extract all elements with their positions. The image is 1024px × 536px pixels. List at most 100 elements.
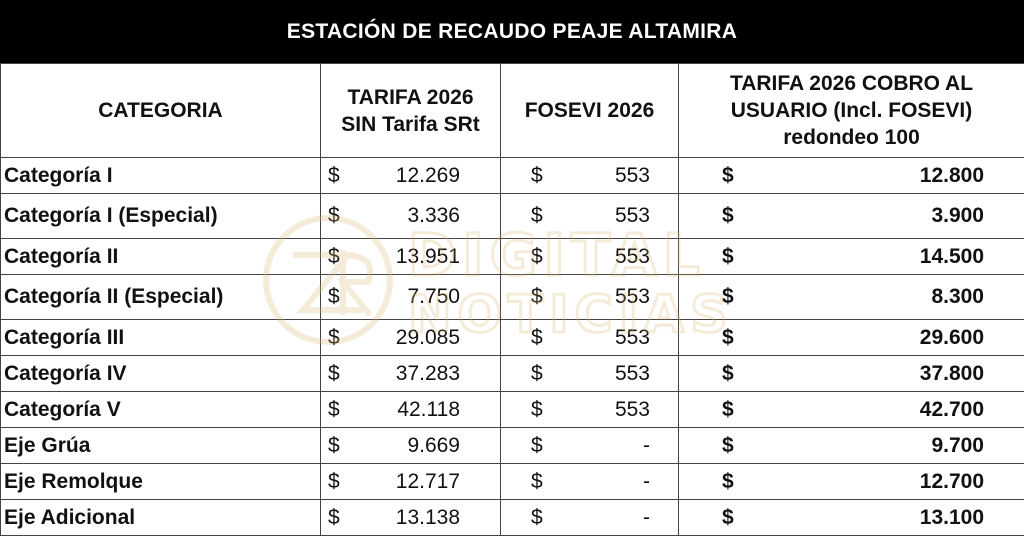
tarifa-cell: $13.138	[321, 500, 501, 536]
cobro-value: 37.800	[920, 362, 984, 386]
fosevi-cell: $553	[501, 158, 679, 194]
fosevi-cell: $553	[501, 320, 679, 356]
tarifa-cell: $9.669	[321, 428, 501, 464]
tarifa-cell: $12.717	[321, 464, 501, 500]
cobro-cell: $12.700	[679, 464, 1024, 500]
currency-symbol: $	[531, 470, 543, 494]
cobro-cell: $13.100	[679, 500, 1024, 536]
tarifa-cell: $42.118	[321, 392, 501, 428]
tarifa-cell: $12.269	[321, 158, 501, 194]
fosevi-value: 553	[615, 285, 650, 309]
tarifa-cell: $13.951	[321, 239, 501, 275]
currency-symbol: $	[531, 245, 543, 269]
fosevi-cell: $553	[501, 356, 679, 392]
fosevi-cell: $553	[501, 239, 679, 275]
currency-symbol: $	[722, 434, 734, 458]
cobro-value: 29.600	[920, 326, 984, 350]
cobro-value: 9.700	[931, 434, 984, 458]
categoria-cell: Categoría II (Especial)	[1, 275, 321, 320]
tarifa-value: 12.717	[396, 470, 460, 494]
fosevi-value: 553	[615, 326, 650, 350]
fosevi-value: 553	[615, 362, 650, 386]
currency-symbol: $	[328, 245, 340, 269]
currency-symbol: $	[531, 398, 543, 422]
currency-symbol: $	[328, 506, 340, 530]
fosevi-cell: $-	[501, 500, 679, 536]
cobro-cell: $9.700	[679, 428, 1024, 464]
header-categoria: CATEGORIA	[1, 64, 321, 158]
currency-symbol: $	[722, 164, 734, 188]
cobro-cell: $37.800	[679, 356, 1024, 392]
table-row: Categoría III$29.085$553$29.600	[1, 320, 1024, 356]
table-title: ESTACIÓN DE RECAUDO PEAJE ALTAMIRA	[0, 0, 1024, 63]
currency-symbol: $	[722, 245, 734, 269]
currency-symbol: $	[722, 204, 734, 228]
currency-symbol: $	[722, 362, 734, 386]
categoria-cell: Eje Grúa	[1, 428, 321, 464]
currency-symbol: $	[328, 434, 340, 458]
cobro-cell: $42.700	[679, 392, 1024, 428]
currency-symbol: $	[722, 326, 734, 350]
categoria-cell: Categoría I (Especial)	[1, 194, 321, 239]
cobro-value: 12.800	[920, 164, 984, 188]
currency-symbol: $	[531, 204, 543, 228]
currency-symbol: $	[531, 285, 543, 309]
cobro-cell: $3.900	[679, 194, 1024, 239]
tarifa-value: 13.951	[396, 245, 460, 269]
tarifa-value: 9.669	[407, 434, 460, 458]
cobro-value: 3.900	[931, 204, 984, 228]
currency-symbol: $	[722, 285, 734, 309]
fosevi-value: -	[643, 434, 650, 458]
fosevi-value: -	[643, 470, 650, 494]
tariff-table: CATEGORIA TARIFA 2026 SIN Tarifa SRt FOS…	[0, 63, 1024, 536]
table-row: Categoría V$42.118$553$42.700	[1, 392, 1024, 428]
tariff-table-document: ESTACIÓN DE RECAUDO PEAJE ALTAMIRA CATEG…	[0, 0, 1024, 524]
currency-symbol: $	[722, 470, 734, 494]
cobro-cell: $29.600	[679, 320, 1024, 356]
cobro-value: 13.100	[920, 506, 984, 530]
tarifa-value: 37.283	[396, 362, 460, 386]
fosevi-value: 553	[615, 204, 650, 228]
categoria-cell: Eje Adicional	[1, 500, 321, 536]
currency-symbol: $	[328, 398, 340, 422]
fosevi-value: -	[643, 506, 650, 530]
cobro-cell: $8.300	[679, 275, 1024, 320]
cobro-value: 12.700	[920, 470, 984, 494]
cobro-value: 42.700	[920, 398, 984, 422]
currency-symbol: $	[531, 326, 543, 350]
header-row: CATEGORIA TARIFA 2026 SIN Tarifa SRt FOS…	[1, 64, 1024, 158]
fosevi-value: 553	[615, 398, 650, 422]
currency-symbol: $	[531, 434, 543, 458]
table-row: Eje Remolque$12.717$-$12.700	[1, 464, 1024, 500]
tarifa-value: 3.336	[407, 204, 460, 228]
fosevi-cell: $553	[501, 392, 679, 428]
fosevi-cell: $-	[501, 464, 679, 500]
cobro-value: 8.300	[931, 285, 984, 309]
currency-symbol: $	[328, 285, 340, 309]
table-row: Eje Adicional$13.138$-$13.100	[1, 500, 1024, 536]
fosevi-cell: $553	[501, 194, 679, 239]
categoria-cell: Eje Remolque	[1, 464, 321, 500]
currency-symbol: $	[328, 326, 340, 350]
currency-symbol: $	[531, 506, 543, 530]
fosevi-value: 553	[615, 245, 650, 269]
header-tarifa: TARIFA 2026 SIN Tarifa SRt	[321, 64, 501, 158]
table-row: Categoría II$13.951$553$14.500	[1, 239, 1024, 275]
currency-symbol: $	[722, 506, 734, 530]
currency-symbol: $	[531, 362, 543, 386]
tarifa-cell: $7.750	[321, 275, 501, 320]
tarifa-value: 13.138	[396, 506, 460, 530]
table-row: Categoría II (Especial)$7.750$553$8.300	[1, 275, 1024, 320]
tarifa-value: 42.118	[397, 398, 460, 422]
table-row: Eje Grúa$9.669$-$9.700	[1, 428, 1024, 464]
tarifa-cell: $29.085	[321, 320, 501, 356]
currency-symbol: $	[328, 164, 340, 188]
categoria-cell: Categoría II	[1, 239, 321, 275]
tarifa-cell: $37.283	[321, 356, 501, 392]
tarifa-value: 29.085	[396, 326, 460, 350]
fosevi-cell: $-	[501, 428, 679, 464]
categoria-cell: Categoría V	[1, 392, 321, 428]
currency-symbol: $	[328, 362, 340, 386]
categoria-cell: Categoría I	[1, 158, 321, 194]
